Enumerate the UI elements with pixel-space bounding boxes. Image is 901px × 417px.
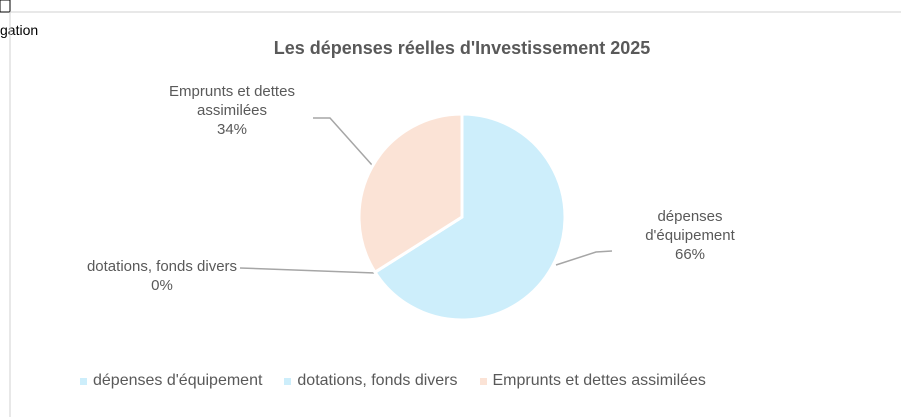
legend-swatch [80,377,87,385]
leader-line [313,117,373,166]
legend-item: Emprunts et dettes assimilées [479,372,706,390]
leader-line [239,267,376,274]
pie-slice [357,112,464,275]
data-label-value: 66% [674,246,706,263]
data-label: Emprunts et dettes assimilées 34% [147,82,317,139]
frame-corner [0,0,11,13]
leader-line [555,250,613,266]
legend-label: dépenses d'équipement [93,372,263,389]
data-label-name: Emprunts et dettes assimilées [169,83,295,119]
legend-label: dotations, fonds divers [297,372,458,389]
legend-swatch [479,377,487,385]
legend-item: dépenses d'équipement [80,372,262,390]
legend-label: Emprunts et dettes assimilées [492,372,706,389]
data-label-name: dépenses d'équipement [645,208,735,244]
data-label-value: 0% [151,277,173,294]
legend-swatch [284,377,292,385]
data-label-name: dotations, fonds divers [86,258,238,275]
chart-title: Les dépenses réelles d'Investissement 20… [274,38,651,58]
pie-slice [372,112,567,322]
legend-item: dotations, fonds divers [284,372,458,390]
data-label: dotations, fonds divers 0% [82,257,242,295]
pie [357,112,567,322]
legend: dépenses d'équipement dotations, fonds di… [80,372,706,390]
data-label: dépenses d'équipement 66% [615,207,765,264]
data-label-value: 34% [216,121,248,138]
